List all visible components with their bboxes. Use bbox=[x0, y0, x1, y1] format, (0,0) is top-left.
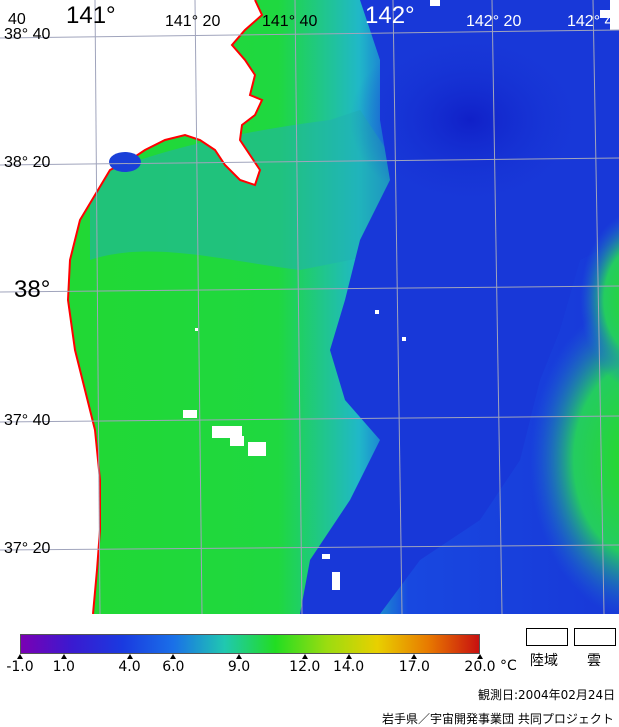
corner-label: 40 bbox=[8, 11, 26, 28]
color-scale-tick bbox=[477, 654, 483, 659]
warm-eddy-northeast bbox=[580, 215, 619, 385]
color-scale-tick-label: -1.0 bbox=[6, 659, 34, 675]
color-scale-tick bbox=[301, 654, 308, 659]
color-scale-tick-label: 1.0 bbox=[52, 659, 75, 675]
color-scale-tick bbox=[17, 654, 23, 659]
land-area bbox=[0, 0, 262, 614]
lat-label-38-20: 38° 20 bbox=[4, 154, 51, 171]
sea-surface-temperature-map: 38° 40 38° 20 38° 37° 40 37° 20 40 141° … bbox=[0, 0, 619, 614]
color-scale-tick bbox=[170, 654, 177, 659]
color-scale-tick bbox=[345, 654, 352, 659]
bay-cold-patch bbox=[109, 152, 141, 172]
lon-label-142-40: 142° 4 bbox=[567, 13, 614, 30]
lat-label-38: 38° bbox=[14, 276, 51, 303]
cold-core bbox=[350, 30, 590, 210]
color-scale-tick-label: 9.0 bbox=[227, 659, 251, 675]
northern-cool-band bbox=[90, 110, 420, 270]
color-scale-tick-label: 6.0 bbox=[162, 659, 185, 675]
lon-label-141-20: 141° 20 bbox=[165, 13, 221, 30]
observation-date: 観測日:2004年02月24日 bbox=[478, 688, 616, 702]
graticule bbox=[0, 0, 619, 614]
temperature-unit: °C bbox=[500, 658, 517, 674]
land-legend-swatch bbox=[526, 628, 568, 646]
lon-label-142: 142° bbox=[365, 2, 415, 29]
color-scale-tick-label: 4.0 bbox=[118, 659, 141, 675]
temperature-color-scale bbox=[20, 634, 480, 654]
color-scale-tick-label: 14.0 bbox=[332, 659, 365, 675]
color-scale-tick-label: 12.0 bbox=[289, 659, 321, 675]
map-canvas bbox=[0, 0, 619, 614]
color-scale-tick bbox=[411, 654, 418, 659]
cloud-legend-swatch bbox=[574, 628, 616, 646]
lat-label-37-20: 37° 20 bbox=[4, 540, 51, 557]
cloud-patches bbox=[183, 0, 619, 590]
cloud-legend-label: 雲 bbox=[587, 653, 601, 669]
lon-label-141-40: 141° 40 bbox=[262, 13, 318, 30]
warm-eddy-east bbox=[530, 302, 619, 614]
project-credit: 岩手県／宇宙開発事業団 共同プロジェクト bbox=[382, 712, 614, 726]
land-legend-label: 陸域 bbox=[530, 653, 558, 669]
coastline bbox=[66, 0, 264, 614]
color-scale-tick bbox=[236, 654, 243, 659]
color-scale-tick-label: 17.0 bbox=[398, 659, 430, 675]
lat-label-38-40: 38° 40 bbox=[4, 26, 51, 43]
color-scale-tick-label: 20.0 bbox=[464, 659, 496, 675]
lon-label-142-20: 142° 20 bbox=[466, 13, 522, 30]
color-scale-tick bbox=[126, 654, 133, 659]
lon-label-141: 141° bbox=[66, 2, 116, 29]
lat-label-37-40: 37° 40 bbox=[4, 412, 51, 429]
color-scale-tick bbox=[60, 654, 67, 659]
